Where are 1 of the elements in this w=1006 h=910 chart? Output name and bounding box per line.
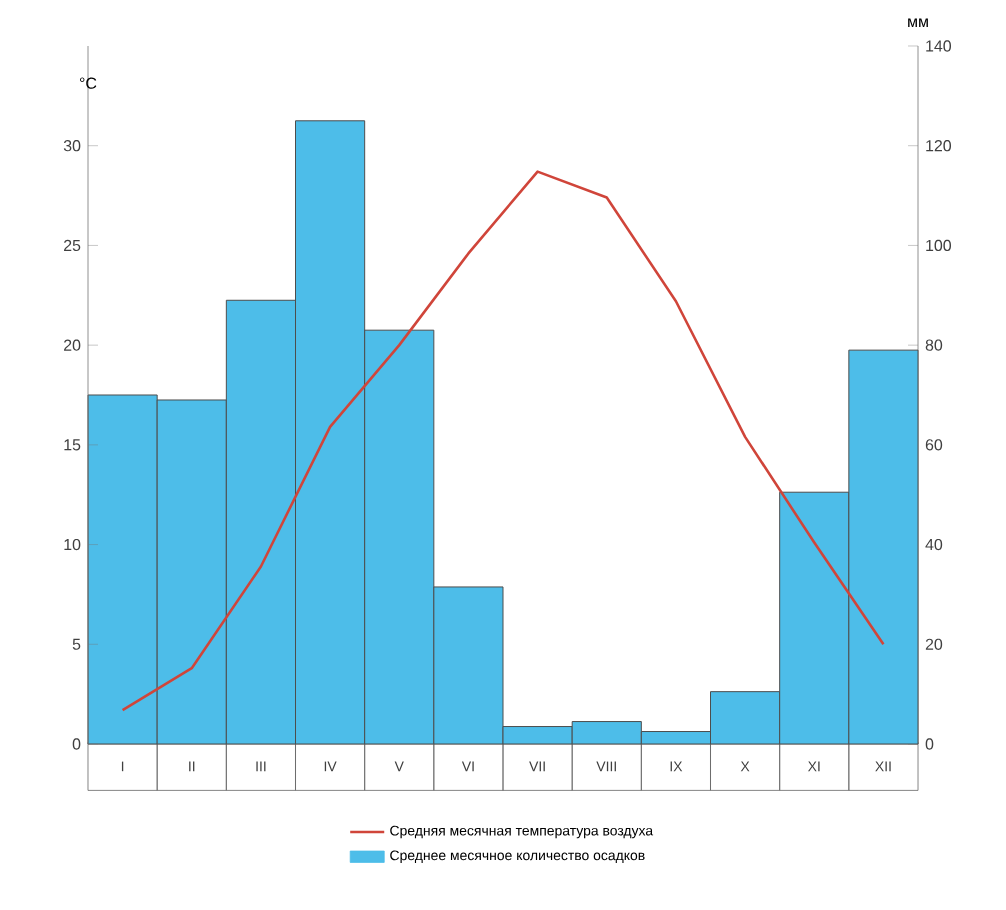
line-series (121, 170, 885, 712)
